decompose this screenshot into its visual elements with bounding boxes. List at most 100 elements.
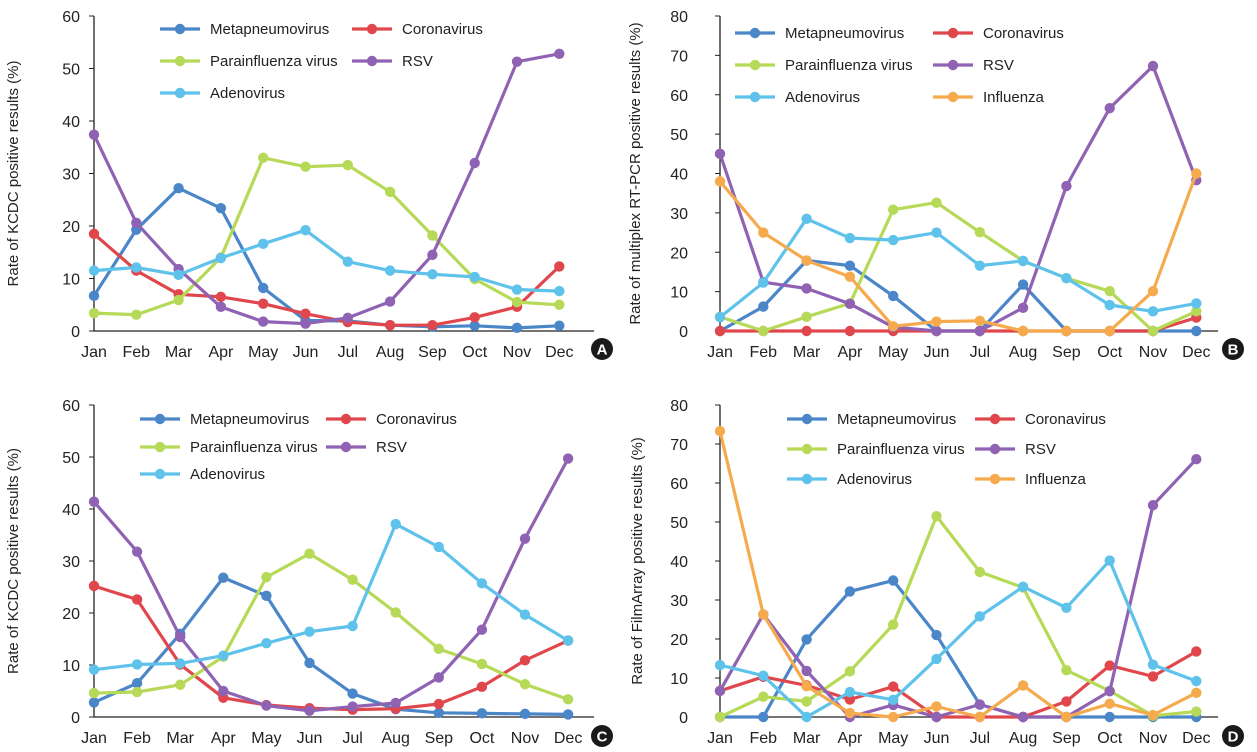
point-adenovirus-b — [974, 260, 985, 271]
x-tick-label-c: Jul — [342, 730, 362, 747]
legend-label-parainfluenza-virus-b: Parainfluenza virus — [785, 57, 913, 74]
chart-panel-a: 0 10 20 30 40 50 60 Jan Feb Mar Apr May Jun Jul Aug Sep… — [5, 9, 613, 361]
point-influenza-b — [888, 321, 899, 332]
point-parainfluenza-virus-d — [974, 566, 985, 578]
point-coronavirus-c — [88, 580, 100, 592]
point-adenovirus-d — [888, 694, 899, 706]
x-tick-label-c: Dec — [554, 730, 582, 747]
legend-marker-adenovirus-b — [749, 91, 761, 103]
series-line-parainfluenza-virus-d — [719, 514, 1197, 719]
y-tick-label-b: 30 — [670, 206, 688, 223]
series-line-rsv-c — [92, 457, 570, 713]
x-tick-label-a: May — [248, 344, 278, 361]
point-metapneumovirus-d — [844, 586, 856, 597]
point-parainfluenza-virus-a — [427, 230, 438, 241]
series-line-adenovirus-d — [719, 558, 1197, 719]
point-parainfluenza-virus-a — [173, 294, 184, 306]
point-adenovirus-c — [390, 518, 401, 530]
legend-label-coronavirus-b: Coronavirus — [983, 25, 1064, 42]
point-parainfluenza-virus-b — [1104, 286, 1115, 297]
point-influenza-d — [1191, 687, 1202, 699]
point-parainfluenza-virus-c — [347, 574, 358, 585]
point-metapneumovirus-c — [304, 657, 315, 669]
legend-label-rsv-b: RSV — [983, 57, 1014, 74]
panel-badge-c — [591, 725, 613, 747]
point-coronavirus-c — [476, 681, 488, 693]
point-adenovirus-a — [342, 256, 353, 267]
x-tick-label-c: Apr — [211, 730, 237, 747]
point-coronavirus-d — [1061, 696, 1072, 707]
y-tick-label-a: 30 — [62, 167, 80, 184]
legend-label-influenza-b: Influenza — [983, 89, 1045, 106]
point-adenovirus-c — [433, 541, 444, 553]
point-adenovirus-b — [801, 213, 812, 224]
point-parainfluenza-virus-a — [384, 186, 396, 198]
legend-label-rsv-c: RSV — [376, 439, 407, 456]
point-metapneumovirus-a — [88, 290, 100, 302]
legend-marker-coronavirus-d — [989, 413, 1001, 425]
point-metapneumovirus-a — [511, 322, 523, 334]
x-tick-label-a: Mar — [165, 344, 193, 361]
point-parainfluenza-virus-c — [433, 643, 444, 655]
y-tick-label-c: 60 — [62, 398, 80, 415]
point-rsv-b — [714, 148, 726, 160]
panel-label-a: A — [597, 342, 608, 359]
point-rsv-c — [131, 546, 143, 557]
y-tick-label-d: 70 — [670, 437, 688, 454]
point-coronavirus-a — [300, 308, 311, 319]
panel-badge-a — [591, 338, 613, 360]
x-tick-label-c: Aug — [381, 730, 409, 747]
point-metapneumovirus-d — [758, 711, 769, 723]
point-adenovirus-b — [714, 312, 726, 323]
point-adenovirus-b — [758, 277, 769, 288]
x-tick-label-c: Mar — [166, 730, 194, 747]
x-tick-label-a: Dec — [545, 344, 573, 361]
x-tick-label-b: Mar — [793, 344, 821, 361]
point-coronavirus-c — [131, 594, 143, 605]
legend-marker-adenovirus-d — [801, 473, 813, 485]
point-influenza-d — [714, 425, 726, 437]
legend-marker-rsv-c — [340, 441, 352, 453]
point-adenovirus-a — [384, 265, 396, 276]
series-line-adenovirus-c — [93, 522, 569, 672]
x-tick-label-b: Sep — [1052, 344, 1081, 361]
legend-marker-metapneumovirus-c — [154, 413, 166, 425]
point-adenovirus-b — [1147, 306, 1159, 317]
point-metapneumovirus-b — [888, 290, 899, 302]
point-adenovirus-c — [175, 658, 186, 669]
point-rsv-a — [384, 296, 396, 307]
point-rsv-c — [261, 700, 272, 711]
point-metapneumovirus-d — [1104, 711, 1115, 723]
series-line-parainfluenza-virus-c — [93, 552, 569, 701]
point-rsv-d — [1147, 500, 1159, 511]
y-tick-label-d: 10 — [670, 671, 688, 688]
point-adenovirus-d — [1061, 602, 1072, 613]
legend-label-adenovirus-d: Adenovirus — [837, 471, 912, 488]
point-parainfluenza-virus-b — [801, 311, 812, 323]
point-coronavirus-c — [519, 655, 531, 666]
chart-panel-b: 0 10 20 30 40 50 60 70 80 Jan Feb Mar Apr May Jun Jul Au… — [627, 9, 1244, 361]
legend-marker-rsv-d — [989, 443, 1001, 455]
point-rsv-b — [844, 298, 856, 310]
panel-label-d: D — [1228, 729, 1239, 746]
point-metapneumovirus-c — [562, 709, 574, 720]
x-tick-label-d: Jul — [970, 730, 990, 747]
point-rsv-c — [88, 496, 100, 507]
y-tick-label-c: 10 — [62, 658, 80, 675]
x-tick-label-c: Sep — [425, 730, 454, 747]
point-coronavirus-b — [801, 325, 812, 337]
y-tick-label-d: 30 — [670, 593, 688, 610]
point-coronavirus-d — [844, 694, 856, 705]
point-influenza-d — [888, 711, 899, 723]
point-rsv-c — [218, 685, 229, 697]
x-tick-label-b: Jun — [924, 344, 950, 361]
y-tick-label-c: 30 — [62, 554, 80, 571]
point-coronavirus-a — [554, 261, 565, 272]
point-rsv-a — [511, 56, 523, 67]
point-parainfluenza-virus-d — [758, 691, 769, 702]
point-rsv-d — [931, 711, 942, 723]
point-coronavirus-a — [427, 320, 438, 331]
point-rsv-d — [974, 699, 985, 710]
y-axis-title-b: Rate of multiplex RT-PCR positive result… — [627, 22, 644, 324]
x-tick-label-b: Dec — [1182, 344, 1210, 361]
